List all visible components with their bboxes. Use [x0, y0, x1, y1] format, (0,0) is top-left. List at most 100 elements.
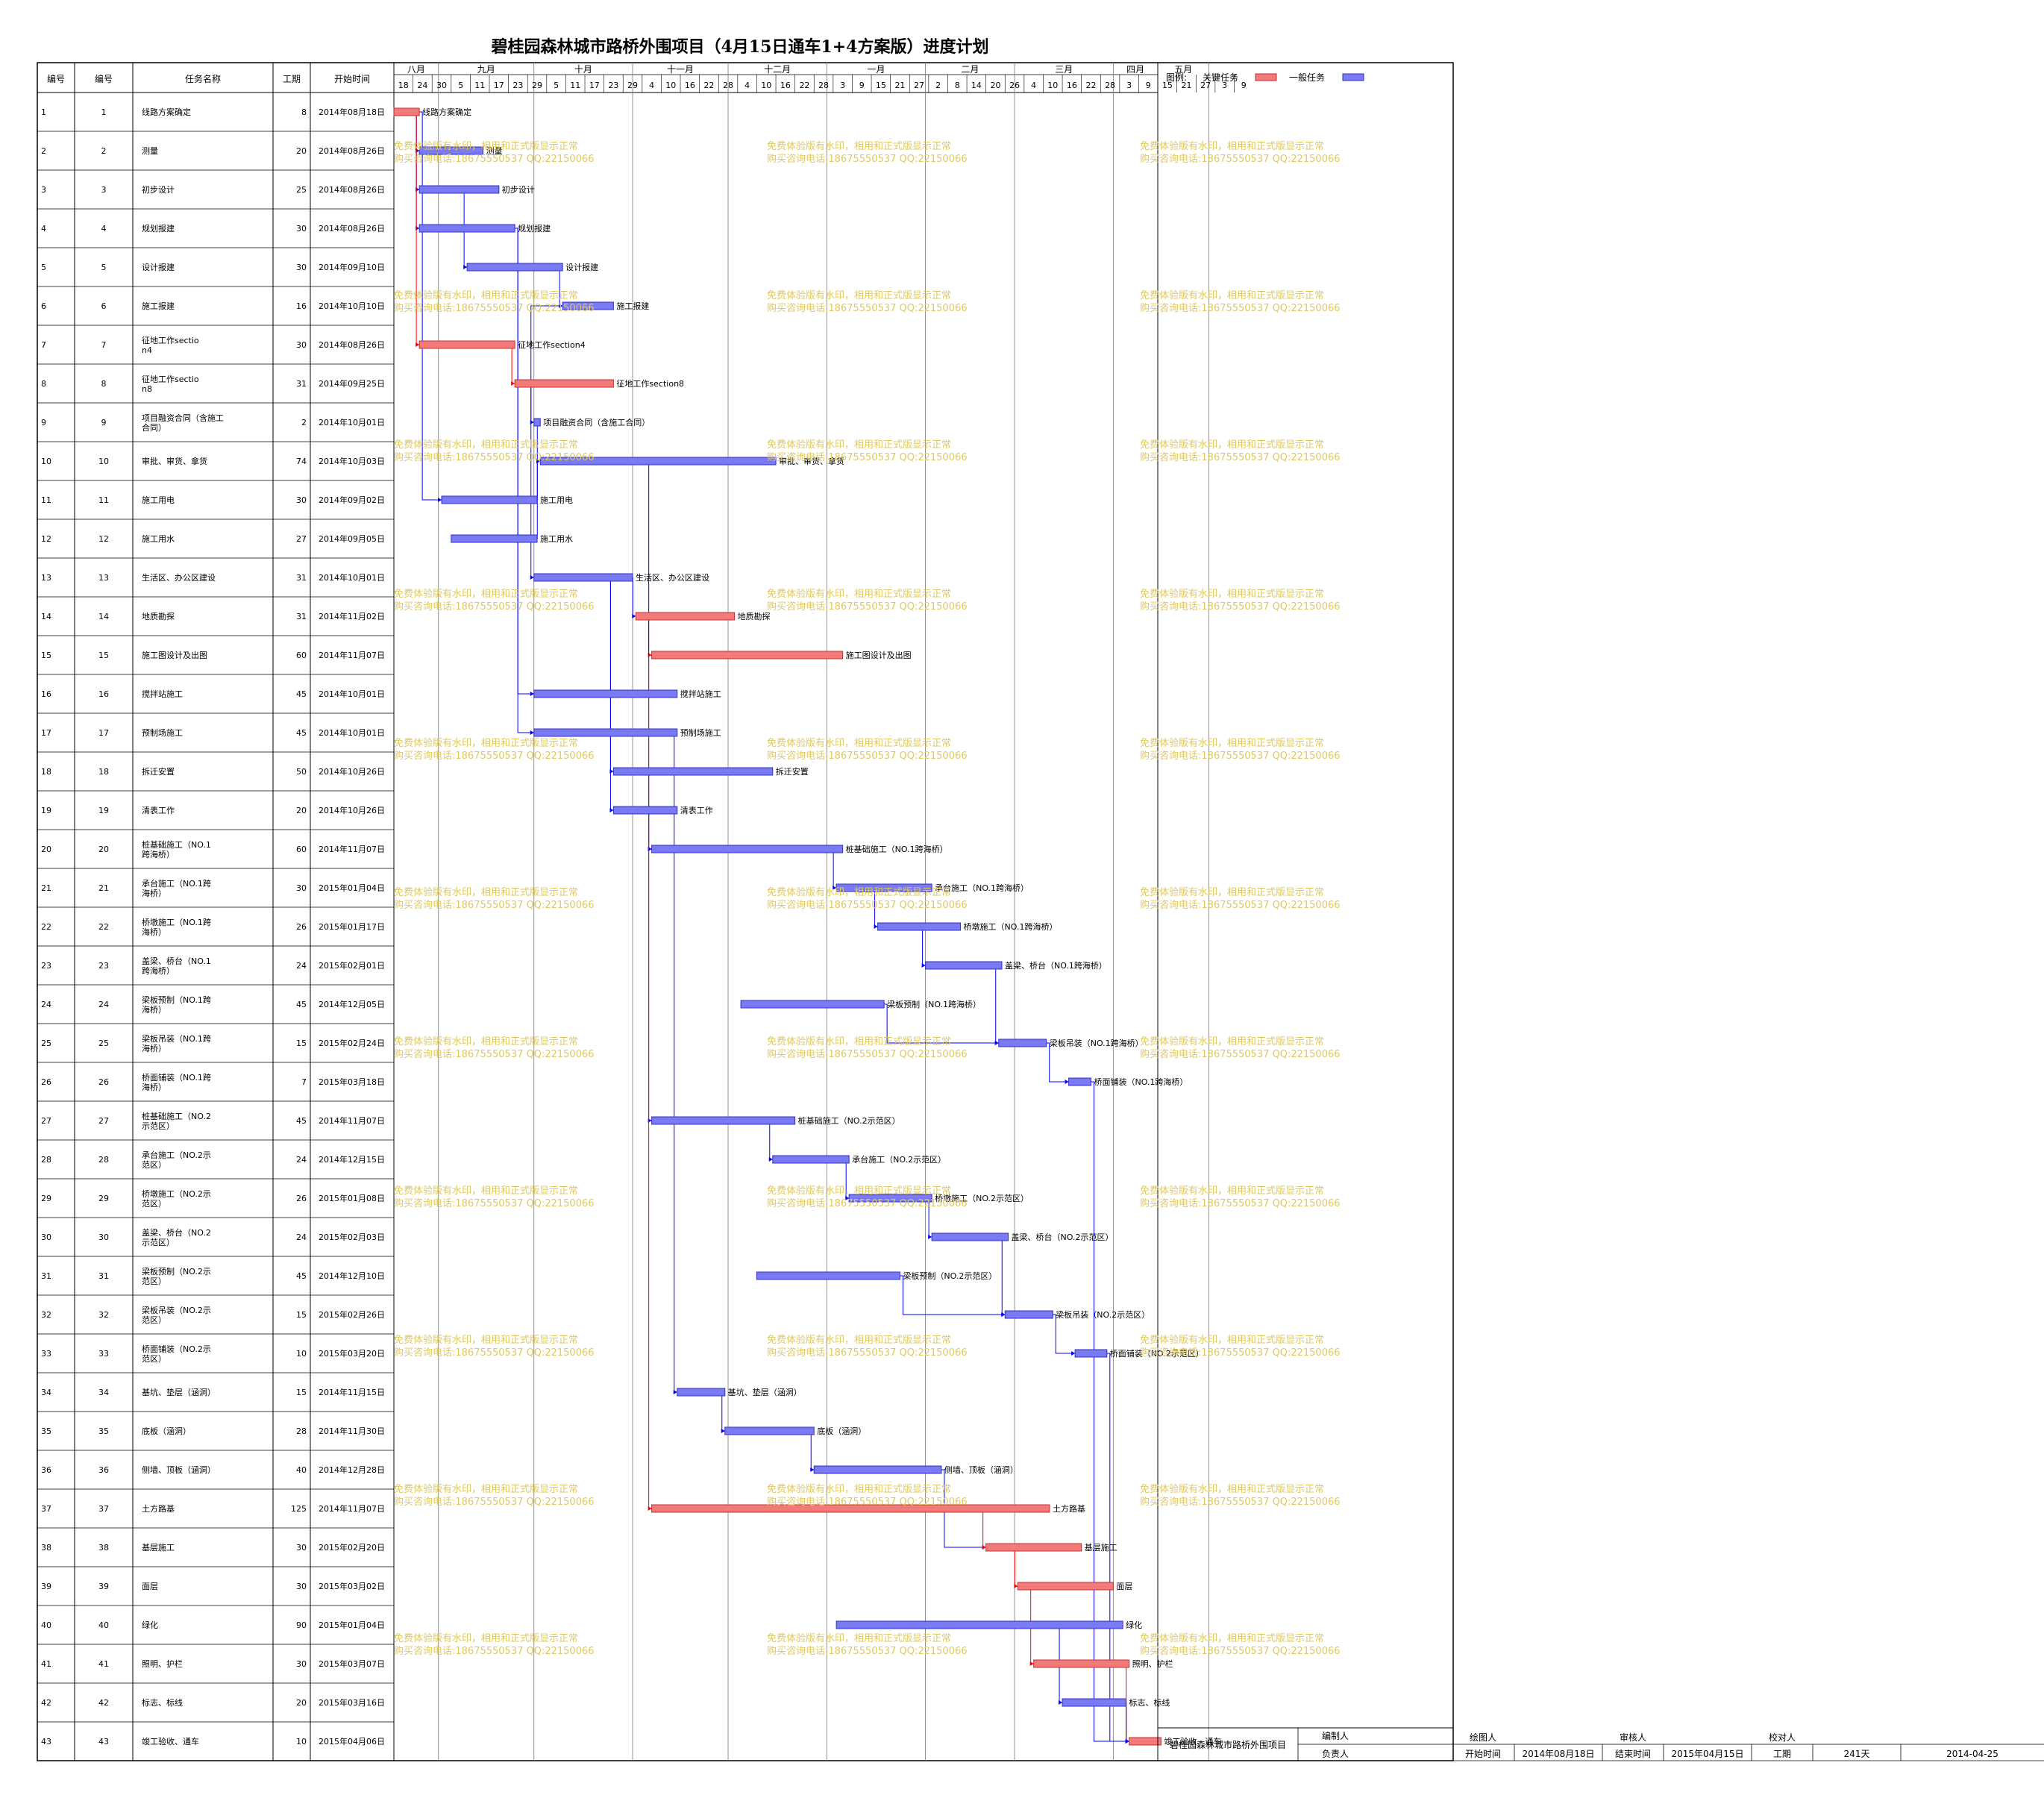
cell-start: 2015年02月26日 — [319, 1309, 385, 1320]
bar-label: 土方路基 — [1053, 1503, 1085, 1514]
bar-label: 绿化 — [1126, 1620, 1142, 1630]
link-arrow — [1125, 1739, 1129, 1744]
cell-start: 2014年12月15日 — [319, 1154, 385, 1165]
cell-duration: 30 — [296, 224, 307, 234]
task-bar — [925, 961, 1003, 970]
cell-name-cont: 海桥） — [142, 1082, 166, 1092]
cell-name-cont: n4 — [142, 345, 152, 355]
task-bar — [612, 806, 678, 815]
cell-name-cont: 示范区） — [142, 1121, 175, 1131]
watermark-line-1: 免费体验版有水印，相用和正式版显示正常 — [767, 1632, 951, 1644]
watermark-line-1: 免费体验版有水印，相用和正式版显示正常 — [767, 140, 951, 152]
bar-label: 承台施工（NO.2示范区） — [852, 1154, 946, 1165]
link-arrow — [530, 575, 534, 580]
bar-label: 地质勘探 — [738, 612, 771, 621]
watermark-line-2: 购买咨询电话:18675550537 QQ:22150066 — [394, 1197, 595, 1209]
cell-no: 1 — [101, 107, 107, 117]
cell-id: 27 — [41, 1116, 51, 1126]
link-arrow — [609, 808, 614, 812]
cell-duration: 125 — [291, 1504, 307, 1514]
link-arrow — [1001, 1312, 1006, 1317]
cell-no: 42 — [98, 1698, 109, 1708]
cell-duration: 31 — [296, 379, 307, 389]
dependency-link — [648, 771, 773, 1121]
cell-no: 36 — [98, 1465, 109, 1475]
dependency-link — [769, 1120, 795, 1160]
cell-duration: 15 — [296, 1039, 307, 1048]
link-arrow — [994, 1041, 999, 1045]
cell-name-cont: 海桥） — [142, 1043, 166, 1053]
cell-name: 生活区、办公区建设 — [142, 572, 216, 583]
bar-label: 搅拌站施工 — [680, 689, 721, 699]
cell-no: 32 — [98, 1310, 109, 1320]
cell-duration: 24 — [296, 1155, 307, 1165]
cell-start: 2014年12月28日 — [319, 1464, 385, 1475]
day-label: 29 — [627, 81, 638, 90]
dependency-link — [419, 111, 442, 501]
cell-duration: 45 — [296, 728, 307, 738]
cell-start: 2014年11月02日 — [319, 611, 385, 621]
watermark-line-2: 购买咨询电话:18675550537 QQ:22150066 — [767, 302, 968, 314]
bar-label: 桥墩施工（NO.2示范区） — [935, 1193, 1029, 1203]
watermark-line-2: 购买咨询电话:18675550537 QQ:22150066 — [1140, 899, 1341, 911]
day-label: 15 — [876, 81, 886, 90]
day-label: 9 — [1146, 81, 1151, 90]
cell-duration: 8 — [301, 107, 307, 117]
task-bar — [931, 1232, 1009, 1241]
day-label: 16 — [1067, 81, 1077, 90]
watermark-line-1: 免费体验版有水印，相用和正式版显示正常 — [394, 289, 578, 301]
cell-start: 2015年01月08日 — [319, 1193, 385, 1203]
bar-label: 标志、标线 — [1129, 1697, 1170, 1708]
day-label: 26 — [1009, 81, 1020, 90]
cell-start: 2015年01月04日 — [319, 1620, 385, 1630]
task-bar — [772, 1155, 850, 1164]
cell-duration: 26 — [296, 922, 307, 932]
month-label: 九月 — [477, 64, 495, 75]
watermark-line-2: 购买咨询电话:18675550537 QQ:22150066 — [394, 601, 595, 613]
dependency-link — [530, 383, 614, 423]
bar-label: 竣工验收、通车 — [1164, 1736, 1221, 1747]
cell-no: 39 — [98, 1582, 109, 1591]
cell-name: 施工用电 — [142, 495, 175, 505]
chart-title: 碧桂园森林城市路桥外围项目（4月15日通车1+4方案版）进度计划 — [491, 37, 989, 57]
watermark-line-1: 免费体验版有水印，相用和正式版显示正常 — [767, 1483, 951, 1495]
cell-no: 7 — [101, 340, 107, 350]
cell-id: 16 — [41, 689, 51, 699]
bar-label: 初步设计 — [502, 184, 535, 195]
cell-id: 9 — [41, 418, 46, 427]
cell-name: 征地工作sectio — [142, 336, 199, 345]
day-label: 21 — [894, 81, 905, 90]
dependency-link — [995, 965, 1002, 1044]
cell-no: 4 — [101, 224, 107, 234]
day-label: 4 — [744, 81, 750, 90]
day-label: 17 — [589, 81, 600, 90]
cell-no: 19 — [98, 806, 109, 815]
day-label: 23 — [512, 81, 523, 90]
cell-id: 8 — [41, 379, 46, 389]
cell-name: 桥墩施工（NO.2示 — [142, 1188, 211, 1199]
cell-name: 桥面铺装（NO.1跨 — [142, 1073, 211, 1083]
cell-name-cont: 范区） — [142, 1353, 166, 1364]
bar-label: 桥面铺装（NO.2示范区） — [1110, 1348, 1204, 1359]
day-label: 9 — [1241, 81, 1247, 90]
month-label: 十二月 — [764, 64, 791, 75]
cell-id: 42 — [41, 1698, 51, 1708]
cell-name: 施工图设计及出图 — [142, 650, 207, 660]
cell-duration: 27 — [296, 534, 307, 544]
cell-id: 20 — [41, 845, 51, 854]
cell-no: 41 — [98, 1659, 109, 1669]
cell-start: 2014年11月07日 — [319, 1503, 385, 1514]
cell-name-cont: 范区） — [142, 1276, 166, 1286]
cell-duration: 74 — [296, 457, 307, 466]
cell-id: 7 — [41, 340, 46, 350]
cell-name: 基坑、垫层（涵洞） — [142, 1387, 216, 1397]
cell-no: 12 — [98, 534, 109, 544]
watermark-line-1: 免费体验版有水印，相用和正式版显示正常 — [394, 886, 578, 898]
watermark-line-1: 免费体验版有水印，相用和正式版显示正常 — [1140, 1632, 1324, 1644]
cell-no: 16 — [98, 689, 109, 699]
cell-start: 2014年08月26日 — [319, 184, 385, 195]
watermark-line-2: 购买咨询电话:18675550537 QQ:22150066 — [1140, 750, 1341, 762]
dependency-link — [982, 1508, 1050, 1548]
